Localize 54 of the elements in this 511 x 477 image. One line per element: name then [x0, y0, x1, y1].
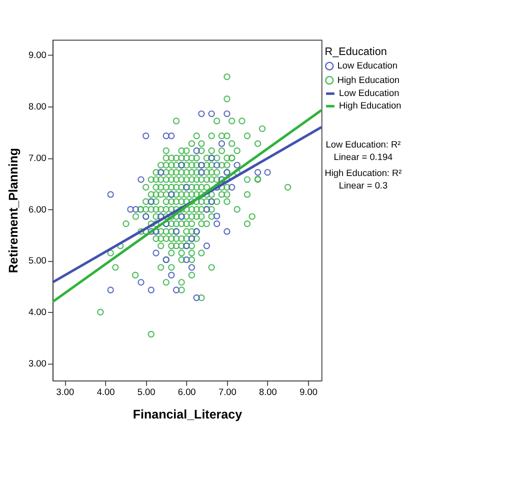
- y-tick-label: 9.00: [28, 50, 46, 60]
- point: [138, 176, 144, 183]
- y-tick-label: 3.00: [28, 358, 46, 368]
- x-tick-label: 3.00: [56, 387, 74, 398]
- point: [264, 169, 271, 176]
- point: [224, 228, 230, 235]
- point: [254, 169, 262, 176]
- point: [193, 294, 200, 302]
- point: [183, 256, 190, 264]
- point: [138, 278, 144, 286]
- text: Low Education: R² Linear = 0.194: [326, 140, 401, 162]
- legend-label: Low Education: [338, 88, 400, 98]
- x-axis-title: Financial_Literacy: [132, 407, 242, 422]
- text: High Education: R² Linear = 0.3: [324, 168, 402, 190]
- point: [148, 228, 154, 235]
- point: [162, 132, 170, 140]
- point: [213, 162, 220, 169]
- point: [188, 264, 196, 271]
- point: [228, 184, 236, 191]
- point: [107, 286, 114, 294]
- y-axis-title: Retirement_Planning: [6, 148, 21, 274]
- legend-label: Low Education: [337, 60, 398, 71]
- point: [127, 206, 134, 213]
- point: [132, 206, 140, 213]
- point: [168, 272, 175, 278]
- point: [142, 132, 150, 140]
- legend-title: R_Education: [324, 46, 387, 58]
- point: [152, 250, 160, 256]
- x-tick-label: 8.00: [259, 387, 277, 398]
- point: [208, 110, 215, 118]
- point: [148, 286, 154, 294]
- legend-label: High Education: [337, 74, 400, 85]
- x-tick-label: 9.00: [300, 387, 318, 398]
- point: [213, 220, 220, 228]
- point: [198, 110, 205, 118]
- point: [172, 286, 180, 294]
- legend-label: High Education: [338, 100, 402, 111]
- point: [213, 212, 220, 220]
- x-tick-label: 4.00: [96, 387, 115, 398]
- point: [234, 162, 240, 169]
- x-tick-label: 5.00: [137, 387, 156, 398]
- y-tick-label: 4.00: [28, 307, 46, 318]
- y-tick-label: 7.00: [28, 152, 46, 163]
- point: [168, 132, 175, 140]
- x-tick-label: 6.00: [178, 387, 196, 398]
- y-tick-label: 6.00: [28, 204, 46, 214]
- point: [218, 140, 226, 147]
- point: [193, 147, 200, 154]
- point: [107, 191, 114, 198]
- y-tick-label: 8.00: [28, 102, 46, 112]
- x-tick-label: 7.00: [218, 387, 236, 398]
- point: [224, 110, 230, 118]
- point: [203, 242, 210, 250]
- y-tick-label: 5.00: [28, 256, 46, 266]
